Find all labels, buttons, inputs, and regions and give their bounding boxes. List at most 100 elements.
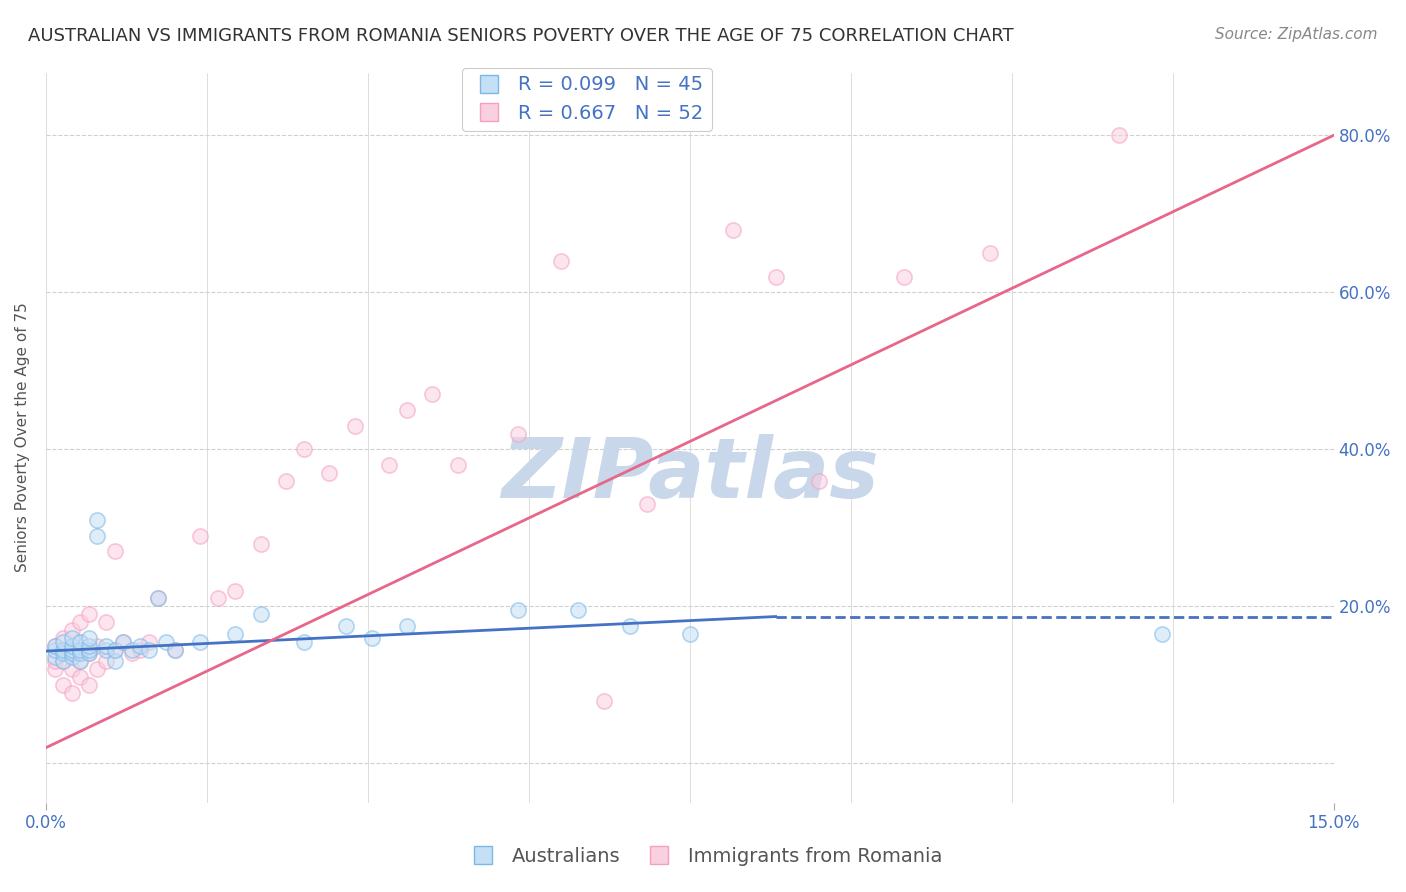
Point xyxy=(207,591,229,606)
Point xyxy=(292,634,315,648)
Point xyxy=(224,627,246,641)
Point xyxy=(44,650,66,665)
Point xyxy=(807,474,830,488)
Point xyxy=(447,458,470,472)
Legend: Australians, Immigrants from Romania: Australians, Immigrants from Romania xyxy=(456,838,950,873)
Point xyxy=(86,639,108,653)
Point xyxy=(60,686,83,700)
Point xyxy=(636,497,658,511)
Point xyxy=(1150,627,1173,641)
Point xyxy=(44,639,66,653)
Point xyxy=(378,458,401,472)
Point xyxy=(69,642,91,657)
Point xyxy=(121,647,143,661)
Point xyxy=(44,639,66,653)
Point xyxy=(77,607,100,622)
Point xyxy=(52,654,75,668)
Point xyxy=(343,418,366,433)
Point xyxy=(69,647,91,661)
Point xyxy=(112,634,135,648)
Point xyxy=(52,642,75,657)
Point xyxy=(276,474,298,488)
Point xyxy=(567,603,589,617)
Point xyxy=(765,269,787,284)
Point xyxy=(44,662,66,676)
Point xyxy=(86,529,108,543)
Point xyxy=(69,654,91,668)
Point xyxy=(52,654,75,668)
Point xyxy=(420,387,443,401)
Point xyxy=(593,693,616,707)
Text: Source: ZipAtlas.com: Source: ZipAtlas.com xyxy=(1215,27,1378,42)
Point xyxy=(318,466,340,480)
Point xyxy=(69,654,91,668)
Point xyxy=(52,631,75,645)
Point xyxy=(679,627,702,641)
Legend: R = 0.099   N = 45, R = 0.667   N = 52: R = 0.099 N = 45, R = 0.667 N = 52 xyxy=(463,68,711,131)
Point xyxy=(292,442,315,457)
Point xyxy=(138,634,160,648)
Point xyxy=(60,642,83,657)
Point xyxy=(395,619,418,633)
Point xyxy=(60,662,83,676)
Point xyxy=(77,639,100,653)
Point xyxy=(86,662,108,676)
Point xyxy=(52,647,75,661)
Point xyxy=(721,222,744,236)
Y-axis label: Seniors Poverty Over the Age of 75: Seniors Poverty Over the Age of 75 xyxy=(15,302,30,573)
Point xyxy=(60,650,83,665)
Point xyxy=(77,647,100,661)
Text: AUSTRALIAN VS IMMIGRANTS FROM ROMANIA SENIORS POVERTY OVER THE AGE OF 75 CORRELA: AUSTRALIAN VS IMMIGRANTS FROM ROMANIA SE… xyxy=(28,27,1014,45)
Point xyxy=(249,536,271,550)
Point xyxy=(619,619,641,633)
Point xyxy=(52,634,75,648)
Point xyxy=(146,591,169,606)
Point xyxy=(94,639,117,653)
Point xyxy=(361,631,384,645)
Point xyxy=(155,634,177,648)
Point xyxy=(224,583,246,598)
Point xyxy=(249,607,271,622)
Point xyxy=(129,639,152,653)
Point xyxy=(69,670,91,684)
Point xyxy=(1108,128,1130,143)
Point xyxy=(60,639,83,653)
Point xyxy=(52,642,75,657)
Point xyxy=(190,634,212,648)
Point xyxy=(69,634,91,648)
Point xyxy=(104,654,127,668)
Point xyxy=(129,642,152,657)
Point xyxy=(77,631,100,645)
Point xyxy=(60,623,83,637)
Point xyxy=(94,615,117,629)
Point xyxy=(94,654,117,668)
Point xyxy=(104,642,127,657)
Point xyxy=(86,513,108,527)
Point xyxy=(52,678,75,692)
Point xyxy=(979,246,1001,260)
Point xyxy=(94,642,117,657)
Point xyxy=(508,603,530,617)
Point xyxy=(190,529,212,543)
Point xyxy=(121,642,143,657)
Point xyxy=(163,642,186,657)
Point xyxy=(335,619,357,633)
Point xyxy=(44,642,66,657)
Point xyxy=(508,426,530,441)
Point xyxy=(163,642,186,657)
Point xyxy=(104,642,127,657)
Point xyxy=(77,642,100,657)
Point xyxy=(146,591,169,606)
Point xyxy=(112,634,135,648)
Point xyxy=(60,647,83,661)
Point xyxy=(60,642,83,657)
Point xyxy=(77,647,100,661)
Point xyxy=(60,631,83,645)
Point xyxy=(893,269,915,284)
Point xyxy=(77,678,100,692)
Point xyxy=(69,634,91,648)
Point xyxy=(104,544,127,558)
Point xyxy=(395,403,418,417)
Point xyxy=(69,615,91,629)
Text: ZIPatlas: ZIPatlas xyxy=(501,434,879,515)
